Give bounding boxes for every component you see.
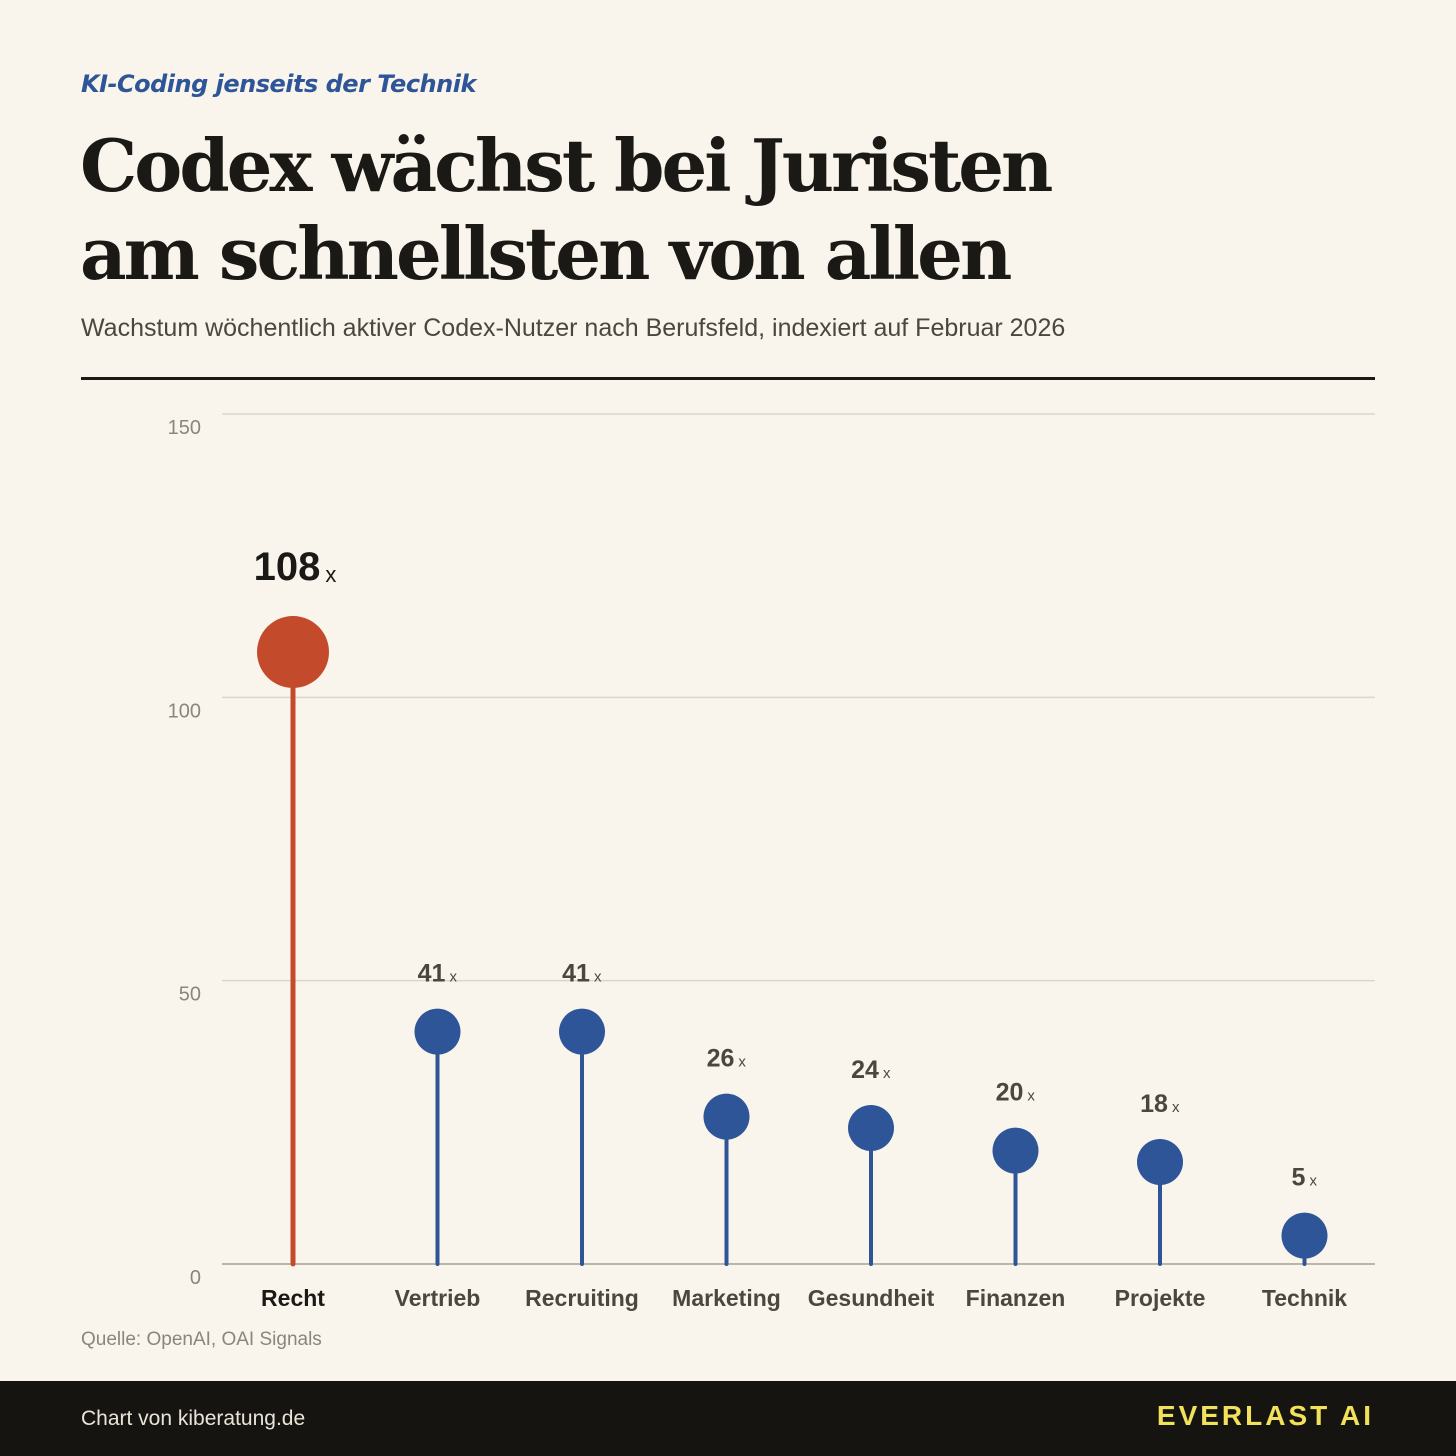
value-label: 18	[1140, 1090, 1168, 1118]
lollipop-dot	[1281, 1212, 1328, 1259]
footer-credit: Chart von kiberatung.de	[81, 1407, 306, 1430]
x-tick-label: Marketing	[672, 1285, 781, 1311]
x-tick-label: Technik	[1262, 1285, 1347, 1311]
lollipop-dot	[559, 1008, 605, 1055]
title-line-1: Codex wächst bei Juristen	[80, 123, 1053, 208]
x-tick-label: Recruiting	[525, 1285, 639, 1311]
value-label: 5	[1292, 1164, 1306, 1192]
value-suffix: x	[883, 1065, 891, 1082]
y-tick-label: 0	[190, 1267, 201, 1289]
y-tick-label: 50	[179, 984, 201, 1006]
y-tick-label: 100	[168, 700, 201, 722]
value-label: 41	[418, 960, 446, 988]
footer-brand-logo: EVERLAST AI	[1156, 1400, 1374, 1431]
value-suffix: x	[738, 1054, 746, 1071]
x-tick-label: Recht	[261, 1285, 325, 1311]
value-label: 108	[254, 545, 321, 589]
title-line-2: am schnellsten von allen	[80, 211, 1012, 296]
y-tick-label: 150	[168, 417, 201, 439]
value-label: 24	[851, 1056, 879, 1084]
value-suffix: x	[1172, 1099, 1180, 1116]
lollipop-dot	[848, 1105, 894, 1151]
x-tick-label: Projekte	[1115, 1285, 1206, 1311]
lollipop-dot	[703, 1093, 750, 1140]
x-tick-label: Vertrieb	[395, 1285, 481, 1311]
lollipop-dot	[414, 1008, 461, 1055]
value-label: 41	[562, 960, 590, 988]
value-suffix: x	[449, 969, 457, 986]
header-divider	[81, 377, 1375, 380]
lollipop-dot	[992, 1127, 1039, 1174]
chart-subtitle: Wachstum wöchentlich aktiver Codex-Nutze…	[81, 314, 1066, 342]
value-suffix: x	[594, 969, 602, 986]
source-note: Quelle: OpenAI, OAI Signals	[81, 1329, 322, 1350]
value-label: 20	[996, 1079, 1024, 1107]
value-suffix: x	[325, 562, 336, 587]
footer-bar: Chart von kiberatung.de EVERLAST AI	[0, 1381, 1456, 1456]
lollipop-dot	[257, 616, 329, 688]
x-tick-label: Gesundheit	[808, 1285, 935, 1311]
lollipop-dot	[1137, 1139, 1183, 1185]
chart-kicker: KI-Coding jenseits der Technik	[81, 70, 476, 98]
value-suffix: x	[1310, 1173, 1318, 1190]
chart-title: Codex wächst bei Juristen am schnellsten…	[80, 122, 1180, 298]
value-label: 26	[707, 1045, 735, 1073]
value-suffix: x	[1027, 1088, 1035, 1105]
x-tick-label: Finanzen	[966, 1285, 1066, 1311]
